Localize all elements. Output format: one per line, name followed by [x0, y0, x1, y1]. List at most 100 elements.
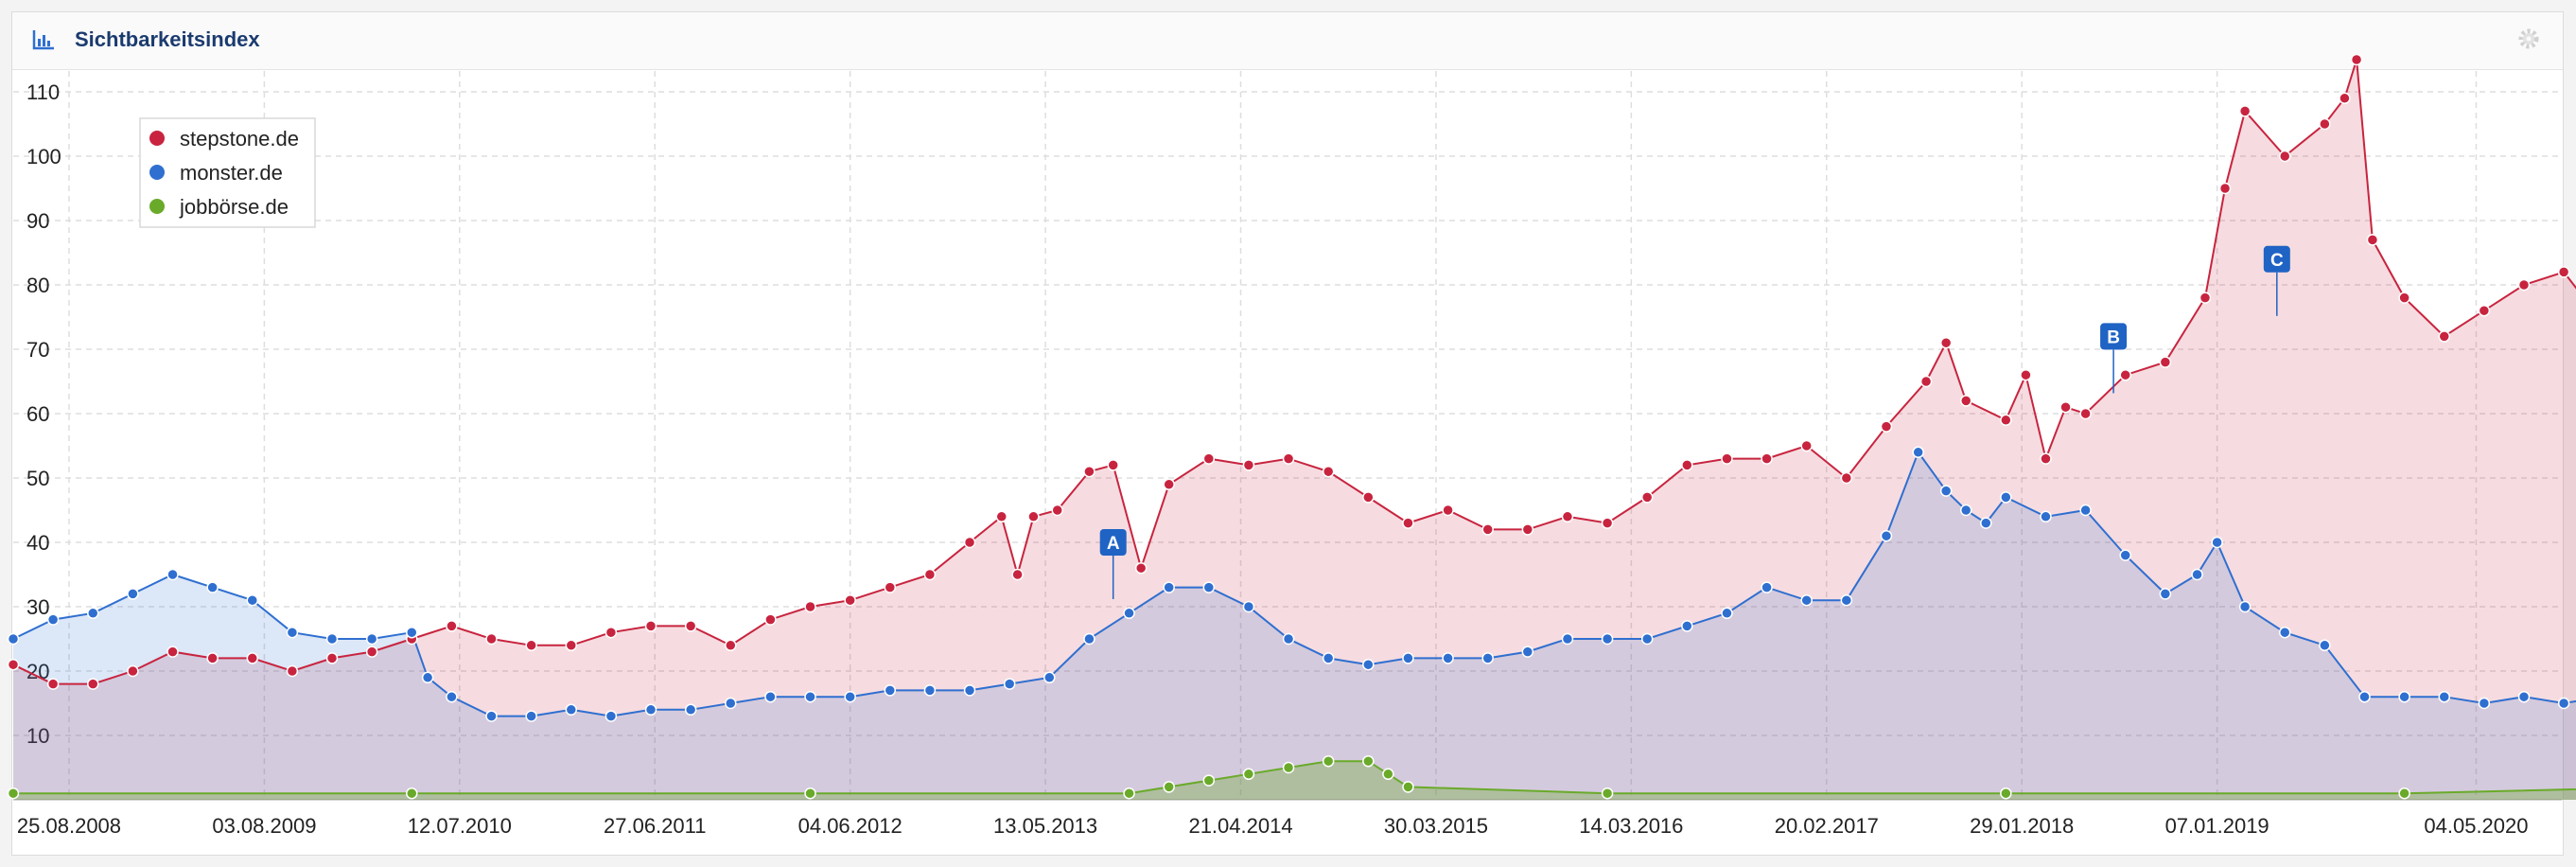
point-monster[interactable]: [2119, 549, 2131, 561]
point-stepstone[interactable]: [2557, 266, 2570, 278]
point-stepstone[interactable]: [605, 626, 618, 639]
point-jobborse[interactable]: [1601, 787, 1614, 800]
point-monster[interactable]: [1912, 446, 1924, 459]
point-stepstone[interactable]: [166, 646, 179, 658]
point-stepstone[interactable]: [1442, 504, 1454, 517]
point-jobborse[interactable]: [1282, 761, 1295, 774]
point-stepstone[interactable]: [2366, 234, 2379, 246]
point-monster[interactable]: [1521, 646, 1534, 658]
point-stepstone[interactable]: [923, 568, 937, 581]
point-stepstone[interactable]: [446, 620, 458, 632]
point-stepstone[interactable]: [1202, 452, 1216, 465]
point-monster[interactable]: [1123, 607, 1135, 620]
point-stepstone[interactable]: [963, 536, 976, 549]
point-stepstone[interactable]: [995, 510, 1008, 523]
point-monster[interactable]: [246, 593, 259, 607]
point-monster[interactable]: [2319, 639, 2331, 652]
point-stepstone[interactable]: [325, 652, 339, 664]
point-stepstone[interactable]: [1083, 465, 1095, 478]
point-monster[interactable]: [644, 703, 657, 717]
point-monster[interactable]: [46, 613, 60, 626]
point-monster[interactable]: [166, 568, 179, 581]
point-stepstone[interactable]: [206, 652, 219, 664]
point-monster[interactable]: [804, 690, 816, 703]
point-monster[interactable]: [1880, 529, 1893, 542]
point-stepstone[interactable]: [725, 639, 737, 652]
point-monster[interactable]: [2398, 690, 2410, 703]
point-stepstone[interactable]: [2278, 150, 2291, 163]
point-stepstone[interactable]: [1011, 568, 1024, 581]
point-stepstone[interactable]: [46, 678, 60, 690]
point-stepstone[interactable]: [1640, 491, 1654, 504]
point-monster[interactable]: [2557, 697, 2570, 710]
point-monster[interactable]: [1561, 632, 1574, 646]
point-stepstone[interactable]: [2040, 452, 2052, 465]
point-monster[interactable]: [325, 632, 339, 646]
point-stepstone[interactable]: [565, 639, 578, 652]
point-monster[interactable]: [2040, 510, 2052, 523]
point-monster[interactable]: [1939, 485, 1953, 497]
point-monster[interactable]: [565, 703, 578, 717]
point-stepstone[interactable]: [804, 600, 816, 613]
point-monster[interactable]: [884, 684, 897, 697]
point-monster[interactable]: [525, 710, 537, 722]
point-stepstone[interactable]: [2159, 356, 2172, 368]
point-monster[interactable]: [1721, 607, 1733, 620]
annotation-marker[interactable]: [2100, 323, 2128, 350]
point-jobborse[interactable]: [1202, 774, 1216, 787]
point-monster[interactable]: [2159, 588, 2172, 600]
point-monster[interactable]: [206, 581, 219, 593]
point-stepstone[interactable]: [365, 646, 378, 658]
point-stepstone[interactable]: [2199, 292, 2212, 304]
point-stepstone[interactable]: [1681, 459, 1693, 471]
point-monster[interactable]: [2517, 690, 2531, 703]
point-jobborse[interactable]: [1163, 781, 1175, 793]
point-monster[interactable]: [605, 710, 618, 722]
point-stepstone[interactable]: [844, 593, 856, 607]
point-stepstone[interactable]: [1362, 491, 1375, 504]
point-jobborse[interactable]: [406, 787, 418, 800]
point-stepstone[interactable]: [87, 678, 99, 690]
point-stepstone[interactable]: [2119, 368, 2131, 381]
point-stepstone[interactable]: [485, 632, 498, 646]
point-monster[interactable]: [1959, 504, 1972, 517]
legend-item-jobborse[interactable]: jobbörse.de: [149, 195, 289, 219]
point-stepstone[interactable]: [2350, 53, 2363, 66]
point-stepstone[interactable]: [2079, 407, 2092, 420]
point-monster[interactable]: [1242, 600, 1255, 613]
point-monster[interactable]: [127, 588, 139, 600]
point-jobborse[interactable]: [1362, 754, 1375, 768]
point-stepstone[interactable]: [2238, 105, 2252, 117]
point-monster[interactable]: [2478, 697, 2491, 710]
point-stepstone[interactable]: [7, 658, 20, 671]
point-monster[interactable]: [87, 607, 99, 620]
point-stepstone[interactable]: [246, 652, 259, 664]
point-monster[interactable]: [1601, 632, 1614, 646]
point-monster[interactable]: [1202, 581, 1216, 593]
point-stepstone[interactable]: [2020, 368, 2032, 381]
point-stepstone[interactable]: [684, 620, 697, 632]
point-monster[interactable]: [421, 671, 434, 684]
point-jobborse[interactable]: [1242, 768, 1255, 781]
point-stepstone[interactable]: [764, 613, 777, 626]
point-stepstone[interactable]: [1761, 452, 1773, 465]
point-monster[interactable]: [1282, 632, 1295, 646]
point-stepstone[interactable]: [1521, 523, 1534, 536]
point-stepstone[interactable]: [644, 620, 657, 632]
point-stepstone[interactable]: [2339, 92, 2351, 105]
legend-item-monster[interactable]: monster.de: [149, 161, 283, 185]
point-monster[interactable]: [2211, 536, 2223, 549]
point-stepstone[interactable]: [1800, 439, 1813, 452]
point-stepstone[interactable]: [1601, 517, 1614, 529]
point-stepstone[interactable]: [1959, 395, 1972, 407]
point-monster[interactable]: [2191, 568, 2203, 581]
point-stepstone[interactable]: [884, 581, 897, 593]
point-monster[interactable]: [1681, 620, 1693, 632]
point-monster[interactable]: [725, 697, 737, 710]
point-monster[interactable]: [1481, 652, 1494, 664]
point-jobborse[interactable]: [1382, 768, 1394, 781]
point-monster[interactable]: [1322, 652, 1335, 664]
point-stepstone[interactable]: [2438, 330, 2450, 343]
point-stepstone[interactable]: [525, 639, 537, 652]
point-monster[interactable]: [286, 626, 299, 639]
